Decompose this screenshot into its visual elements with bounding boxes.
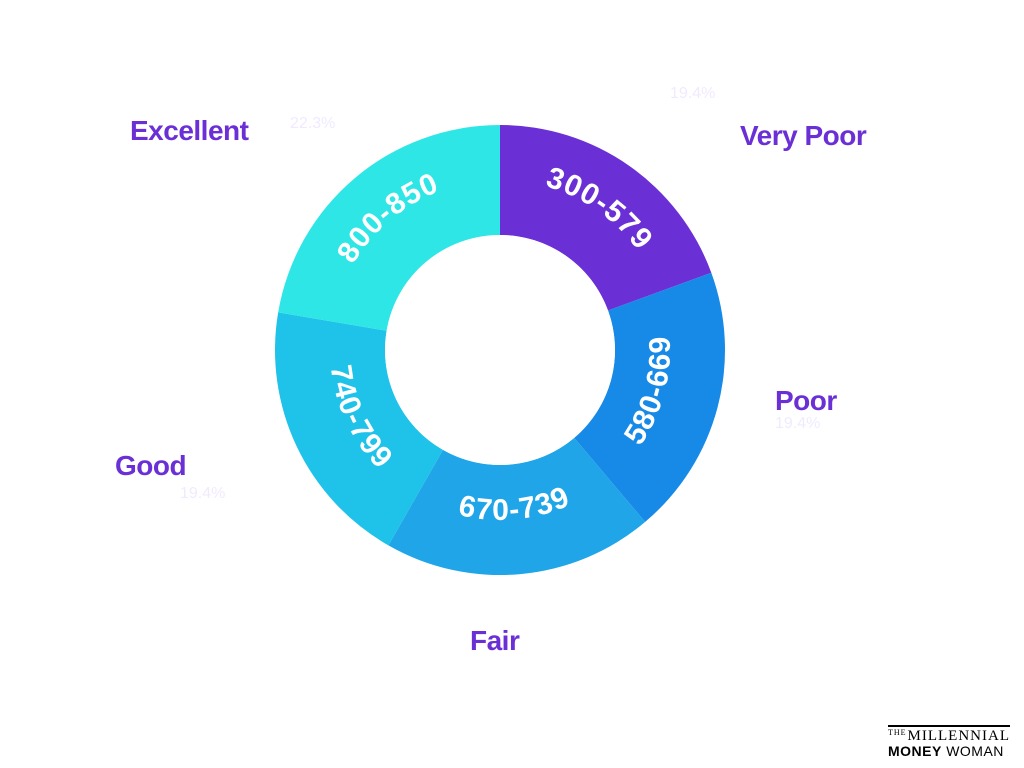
logo-woman: WOMAN: [946, 743, 1004, 759]
logo-money: MONEY: [888, 743, 942, 759]
label-poor: Poor: [775, 385, 837, 417]
label-good: Good: [115, 450, 186, 482]
pct-excellent: 22.3%: [290, 115, 335, 133]
brand-logo: THEMILLENNIAL MONEY WOMAN: [888, 725, 1010, 758]
label-excellent: Excellent: [130, 115, 248, 147]
logo-the: THE: [888, 728, 907, 737]
donut-hole: [385, 235, 615, 465]
logo-line2: MONEY WOMAN: [888, 744, 1010, 758]
credit-score-donut-chart: 300-579580-669670-739740-799800-850 Very…: [0, 0, 1024, 768]
pct-poor: 19.4%: [775, 415, 820, 433]
label-fair: Fair: [470, 625, 519, 657]
pct-very-poor: 19.4%: [670, 85, 715, 103]
pct-good: 19.4%: [180, 485, 225, 503]
logo-millennial: MILLENNIAL: [908, 728, 1010, 744]
logo-line1: THEMILLENNIAL: [888, 725, 1010, 744]
label-very-poor: Very Poor: [740, 120, 866, 152]
